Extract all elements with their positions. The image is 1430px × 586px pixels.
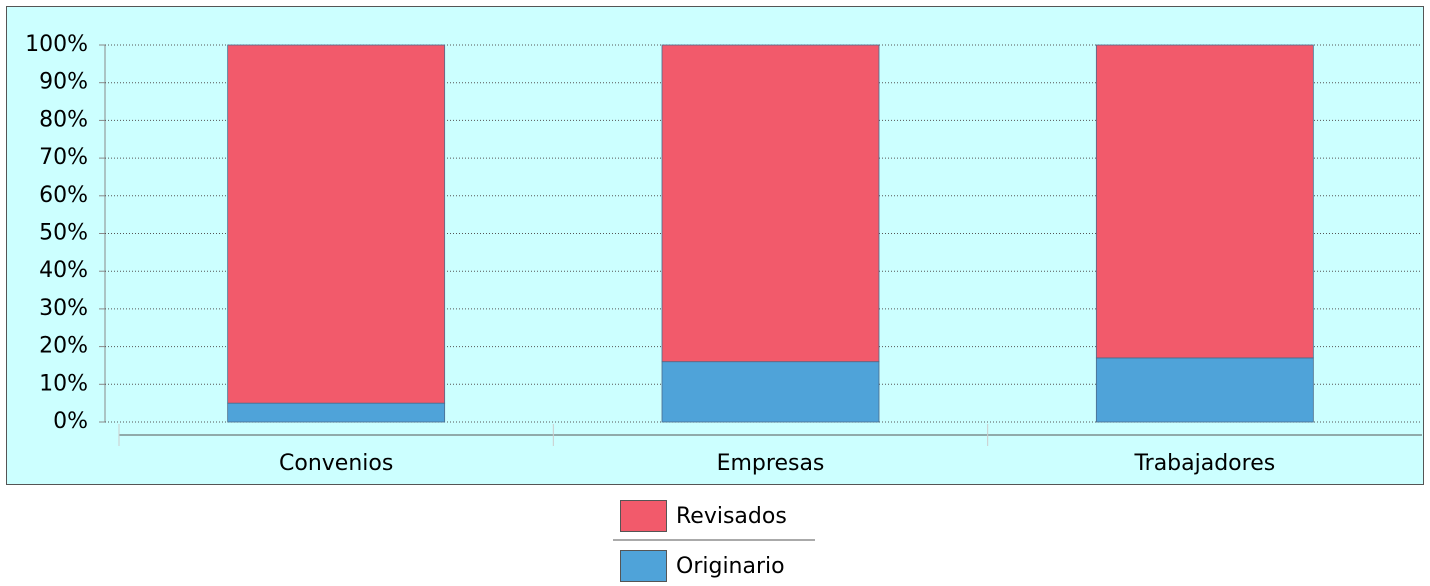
bar-segment bbox=[227, 44, 446, 404]
y-tick-label: 100% bbox=[25, 32, 88, 57]
bar-segment bbox=[227, 402, 446, 423]
legend-swatch bbox=[620, 550, 667, 582]
bar-segment bbox=[661, 361, 880, 423]
y-tick-label: 80% bbox=[39, 107, 88, 132]
y-tick-label: 10% bbox=[39, 371, 88, 396]
legend-label: Revisados bbox=[676, 504, 787, 529]
legend-swatch bbox=[620, 500, 667, 532]
bar-segment bbox=[1095, 357, 1314, 423]
y-tick-label: 40% bbox=[39, 258, 88, 283]
y-tick-label: 20% bbox=[39, 334, 88, 359]
bar-segment bbox=[1095, 44, 1314, 359]
y-tick-label: 70% bbox=[39, 145, 88, 170]
y-tick-label: 0% bbox=[53, 409, 88, 434]
bar-segment bbox=[661, 44, 880, 363]
x-tick-label: Empresas bbox=[717, 451, 825, 476]
legend-label: Originario bbox=[676, 554, 785, 579]
y-tick-label: 50% bbox=[39, 221, 88, 246]
x-tick-label: Convenios bbox=[279, 451, 393, 476]
y-tick-label: 90% bbox=[39, 70, 88, 95]
y-tick-label: 30% bbox=[39, 296, 88, 321]
y-tick-label: 60% bbox=[39, 183, 88, 208]
x-tick-label: Trabajadores bbox=[1133, 451, 1275, 476]
